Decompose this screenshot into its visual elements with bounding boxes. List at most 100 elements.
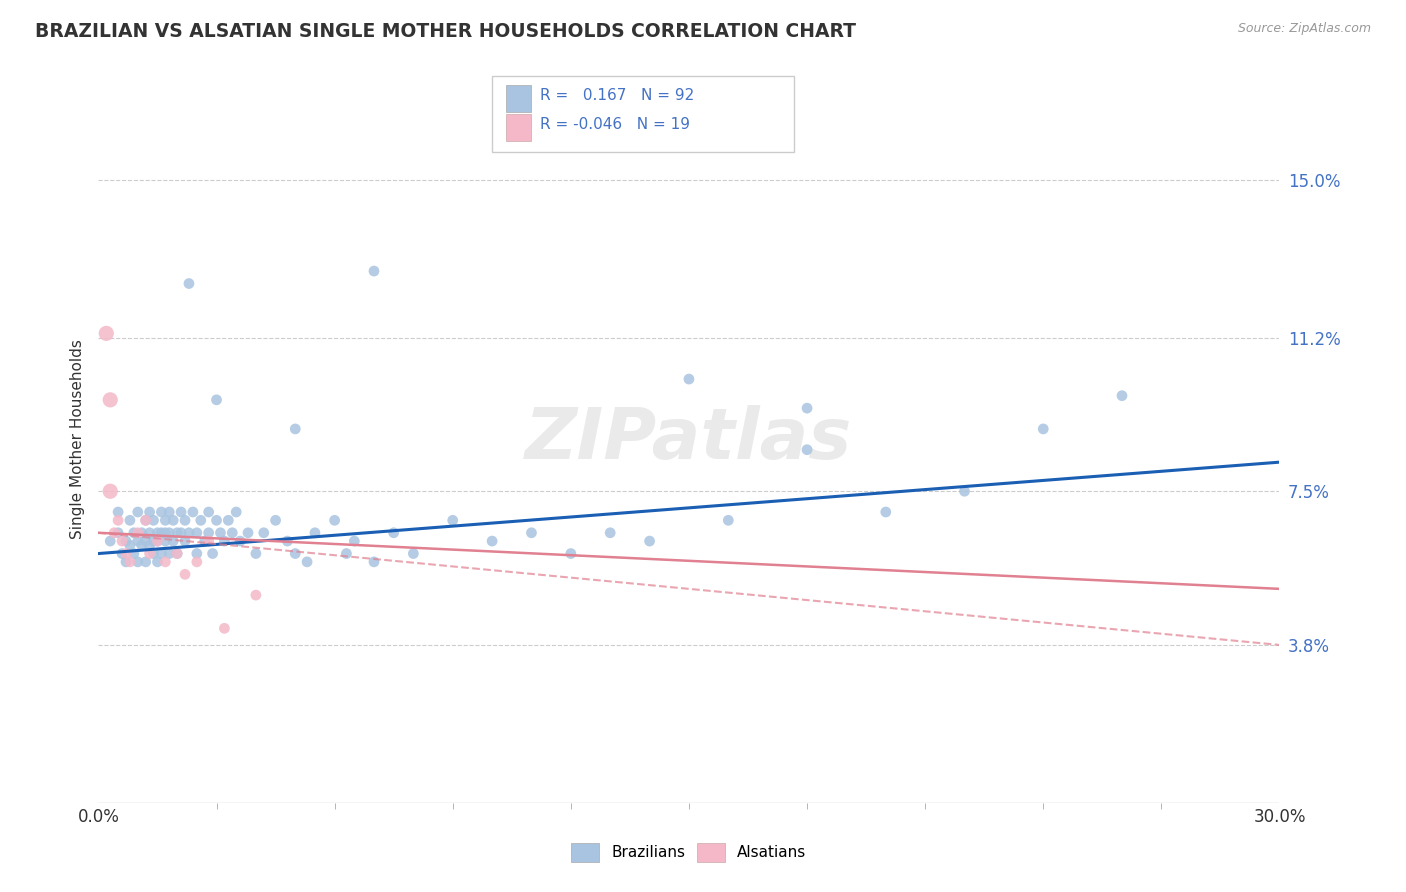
Legend: Brazilians, Alsatians: Brazilians, Alsatians	[565, 837, 813, 868]
Point	[146, 534, 169, 549]
Point	[229, 534, 252, 549]
Point	[174, 513, 197, 527]
Point	[382, 525, 405, 540]
Point	[678, 372, 700, 386]
Point	[209, 525, 232, 540]
Point	[441, 513, 464, 527]
Point	[245, 547, 267, 561]
Text: ZIPatlas: ZIPatlas	[526, 405, 852, 474]
Point	[138, 538, 160, 552]
Point	[201, 547, 224, 561]
Point	[127, 555, 149, 569]
Point	[122, 525, 145, 540]
Point	[135, 534, 157, 549]
Text: R = -0.046   N = 19: R = -0.046 N = 19	[540, 118, 690, 132]
Point	[98, 392, 121, 407]
Point	[560, 547, 582, 561]
Point	[131, 525, 153, 540]
Y-axis label: Single Mother Households: Single Mother Households	[69, 339, 84, 540]
Point	[118, 513, 141, 527]
Point	[127, 505, 149, 519]
Point	[127, 525, 149, 540]
Point	[236, 525, 259, 540]
Point	[103, 525, 125, 540]
Point	[197, 534, 219, 549]
Point	[155, 555, 177, 569]
Point	[363, 264, 385, 278]
Point	[214, 621, 236, 635]
Point	[157, 505, 180, 519]
Point	[157, 547, 180, 561]
Point	[115, 555, 138, 569]
Point	[177, 277, 200, 291]
Point	[146, 534, 169, 549]
Point	[150, 505, 173, 519]
Text: Source: ZipAtlas.com: Source: ZipAtlas.com	[1237, 22, 1371, 36]
Point	[166, 525, 188, 540]
Point	[127, 534, 149, 549]
Point	[131, 538, 153, 552]
Point	[107, 505, 129, 519]
Point	[253, 525, 276, 540]
Point	[177, 525, 200, 540]
Point	[194, 534, 217, 549]
Point	[150, 525, 173, 540]
Point	[166, 547, 188, 561]
Point	[214, 534, 236, 549]
Point	[276, 534, 298, 549]
Point	[245, 588, 267, 602]
Point	[118, 555, 141, 569]
Point	[174, 534, 197, 549]
Text: R =   0.167   N = 92: R = 0.167 N = 92	[540, 88, 695, 103]
Point	[186, 555, 208, 569]
Point	[953, 484, 976, 499]
Point	[186, 525, 208, 540]
Point	[138, 525, 160, 540]
Point	[481, 534, 503, 549]
Point	[875, 505, 897, 519]
Point	[135, 513, 157, 527]
Point	[1111, 389, 1133, 403]
Point	[142, 547, 165, 561]
Point	[122, 547, 145, 561]
Point	[150, 547, 173, 561]
Point	[138, 505, 160, 519]
Point	[135, 513, 157, 527]
Point	[284, 547, 307, 561]
Point	[96, 326, 118, 341]
Point	[197, 525, 219, 540]
Point	[217, 513, 239, 527]
Point	[264, 513, 287, 527]
Point	[138, 547, 160, 561]
Point	[157, 525, 180, 540]
Point	[717, 513, 740, 527]
Point	[155, 534, 177, 549]
Point	[107, 525, 129, 540]
Point	[174, 567, 197, 582]
Point	[638, 534, 661, 549]
Point	[98, 534, 121, 549]
Text: BRAZILIAN VS ALSATIAN SINGLE MOTHER HOUSEHOLDS CORRELATION CHART: BRAZILIAN VS ALSATIAN SINGLE MOTHER HOUS…	[35, 22, 856, 41]
Point	[162, 513, 184, 527]
Point	[323, 513, 346, 527]
Point	[1032, 422, 1054, 436]
Point	[115, 547, 138, 561]
Point	[599, 525, 621, 540]
Point	[190, 513, 212, 527]
Point	[205, 392, 228, 407]
Point	[170, 525, 193, 540]
Point	[118, 538, 141, 552]
Point	[155, 525, 177, 540]
Point	[142, 513, 165, 527]
Point	[796, 401, 818, 416]
Point	[170, 505, 193, 519]
Point	[146, 525, 169, 540]
Point	[142, 534, 165, 549]
Point	[295, 555, 318, 569]
Point	[221, 525, 243, 540]
Point	[181, 505, 204, 519]
Point	[363, 555, 385, 569]
Point	[343, 534, 366, 549]
Point	[186, 547, 208, 561]
Point	[205, 513, 228, 527]
